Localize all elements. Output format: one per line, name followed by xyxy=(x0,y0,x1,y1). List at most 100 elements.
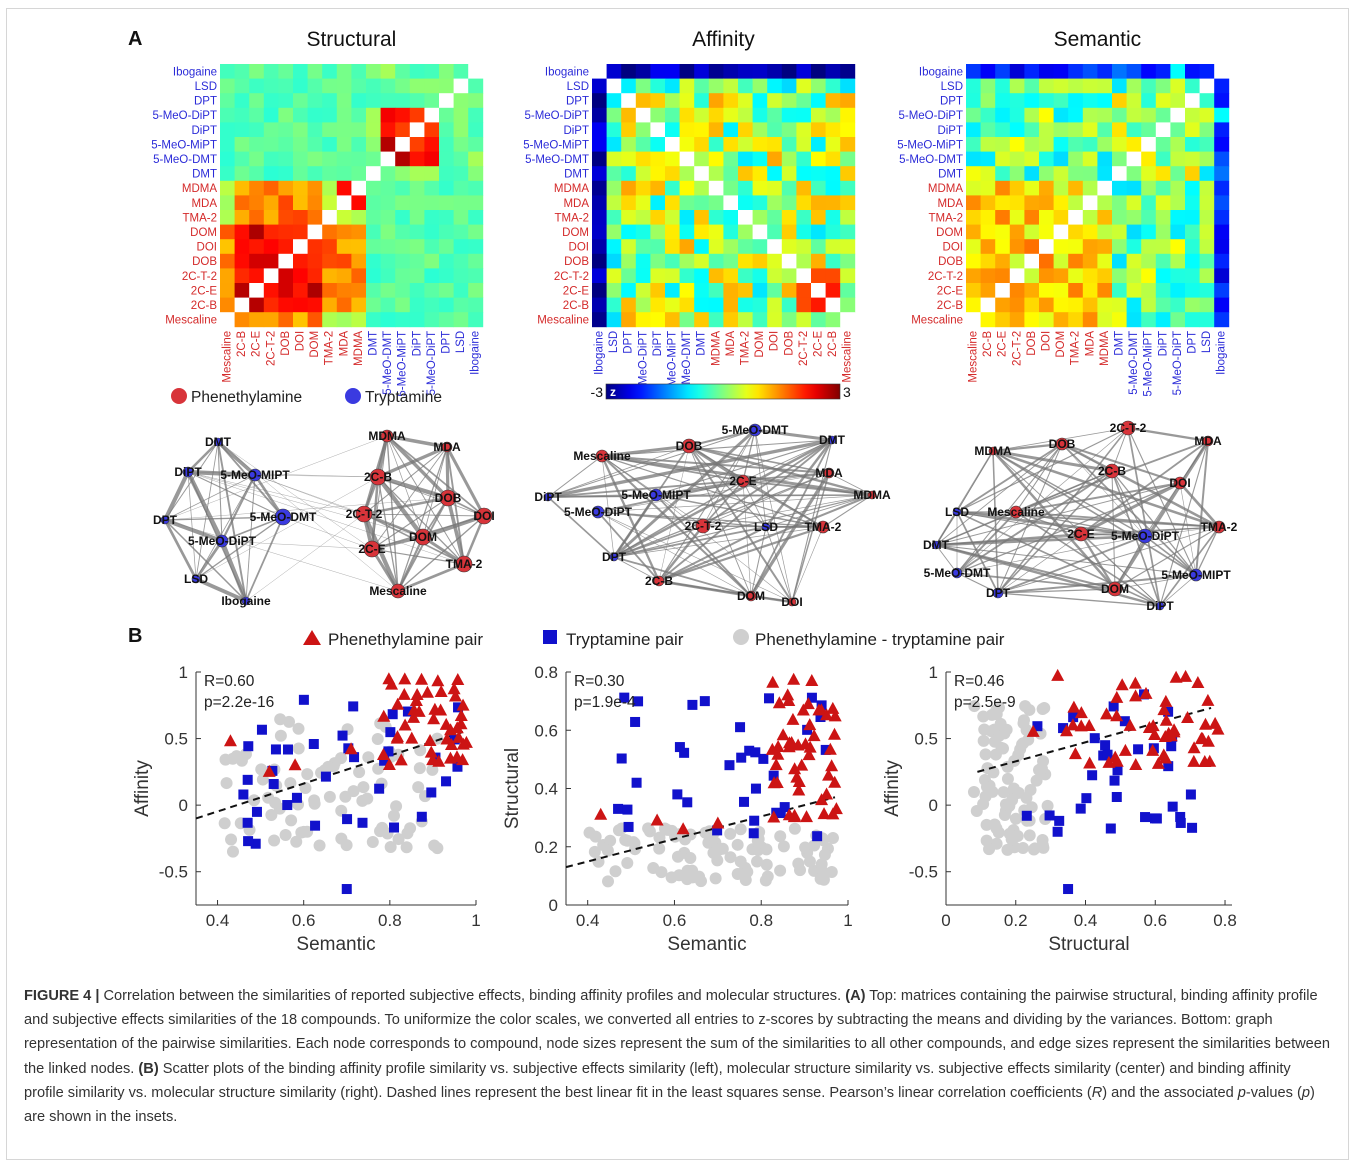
network-node-label: DiPT xyxy=(534,490,562,504)
matrix-cell xyxy=(322,107,338,123)
mixed-pair-point xyxy=(1017,714,1030,727)
matrix-cell xyxy=(650,210,666,225)
matrix-cell xyxy=(220,180,235,196)
mixed-pair-point xyxy=(323,790,336,803)
tryptamine-pair-point xyxy=(416,811,427,822)
network-edge xyxy=(1015,443,1063,513)
matrix-cell xyxy=(380,137,396,152)
network-edge xyxy=(765,494,873,528)
mixed-pair-point xyxy=(1035,762,1048,775)
phenethylamine-pair-point xyxy=(1159,694,1173,707)
matrix-cell xyxy=(1009,210,1025,225)
phenethylamine-pair-point xyxy=(1066,718,1080,731)
mixed-pair-point xyxy=(265,808,278,821)
matrix-cell xyxy=(606,64,622,79)
matrix-cell xyxy=(263,64,279,79)
phenethylamine-pair-point xyxy=(432,754,446,767)
matrix-cell xyxy=(1141,78,1157,94)
matrix-cell xyxy=(679,151,695,167)
matrix-cell xyxy=(840,64,856,79)
matrix-row-label: DOB xyxy=(938,256,963,268)
matrix-cell xyxy=(694,107,710,123)
matrix-cell xyxy=(380,195,396,211)
matrix-cell xyxy=(1170,210,1186,225)
mixed-pair-point xyxy=(980,818,993,831)
matrix-cell xyxy=(781,224,797,240)
matrix-cell xyxy=(1039,210,1054,225)
mixed-pair-point xyxy=(313,839,326,852)
matrix-cell xyxy=(1097,210,1113,225)
matrix-cell xyxy=(395,210,411,225)
mixed-pair-point xyxy=(285,814,298,827)
matrix-cell xyxy=(995,151,1011,167)
phenethylamine-pair-point xyxy=(1164,729,1178,742)
matrix-cell xyxy=(825,224,841,240)
matrix-cell xyxy=(752,297,768,313)
tryptamine-pair-point xyxy=(341,884,352,895)
matrix-cell xyxy=(679,195,695,211)
mixed-pair-point xyxy=(724,827,737,840)
matrix-row-label: 5-MeO-MiPT xyxy=(523,139,589,151)
tryptamine-pair-point xyxy=(1185,789,1196,800)
matrix-cell xyxy=(1214,283,1230,298)
network-node-label: DPT xyxy=(602,550,627,564)
matrix-cell xyxy=(650,195,666,211)
network-edge xyxy=(194,540,224,580)
matrix-cell xyxy=(366,224,381,240)
phenethylamine-pair-point xyxy=(801,697,815,710)
phenethylamine-pair-point xyxy=(676,822,690,835)
tryptamine-pair-point xyxy=(383,746,394,757)
matrix-cell xyxy=(1009,107,1025,123)
phenethylamine-pair-point xyxy=(420,685,434,698)
matrix-cell xyxy=(468,166,484,182)
mixed-pair-point xyxy=(1001,760,1014,773)
phenethylamine-pair-point xyxy=(1146,743,1160,756)
matrix-cell xyxy=(621,137,637,152)
phenethylamine-pair-point xyxy=(405,731,419,744)
matrix-cell xyxy=(307,122,323,138)
mixed-pair-point xyxy=(1005,833,1018,846)
phenethylamine-pair-point xyxy=(1068,747,1082,760)
matrix-cell xyxy=(1155,312,1171,328)
matrix-cell xyxy=(1024,210,1040,225)
matrix-cell xyxy=(767,151,783,167)
matrix-cell xyxy=(665,78,680,94)
network-edge xyxy=(397,536,424,592)
matrix-cell xyxy=(278,297,294,313)
matrix-cell xyxy=(738,180,753,196)
matrix-cell xyxy=(1126,224,1142,240)
mixed-pair-point xyxy=(709,872,722,885)
mixed-pair-point xyxy=(792,857,805,870)
mixed-pair-point xyxy=(401,827,414,840)
matrix-row-label: DOI xyxy=(569,242,589,254)
matrix-cell xyxy=(1009,151,1025,167)
matrix-cell xyxy=(1141,297,1157,313)
matrix-cell xyxy=(351,210,367,225)
matrix-row-label: DOI xyxy=(197,242,217,254)
matrix-cell xyxy=(650,239,666,255)
tryptamine-pair-point xyxy=(812,831,823,842)
network-edge xyxy=(658,525,824,583)
matrix-cell xyxy=(424,283,440,298)
matrix-cell xyxy=(234,137,250,152)
matrix-cell xyxy=(995,312,1011,328)
matrix-cell xyxy=(468,268,484,284)
matrix-cell xyxy=(966,151,981,167)
matrix-cell xyxy=(263,312,279,328)
matrix-cell xyxy=(1170,107,1186,123)
network-node-label: DOB xyxy=(676,439,703,453)
network-edge xyxy=(245,474,256,602)
tryptamine-pair-point xyxy=(1119,716,1130,727)
phenethylamine-pair-point xyxy=(807,729,821,742)
matrix-cell xyxy=(752,180,768,196)
matrix-cell xyxy=(665,151,680,167)
matrix-cell xyxy=(234,151,250,167)
network-edge xyxy=(688,445,752,597)
mixed-pair-point xyxy=(387,809,400,822)
matrix-cell xyxy=(606,312,622,328)
mixed-pair-point xyxy=(356,794,369,807)
matrix-cell xyxy=(1082,268,1098,284)
matrix-cell xyxy=(1170,137,1186,152)
matrix-col-label: MDA xyxy=(725,330,737,356)
y-axis-label: Structural xyxy=(502,748,523,829)
